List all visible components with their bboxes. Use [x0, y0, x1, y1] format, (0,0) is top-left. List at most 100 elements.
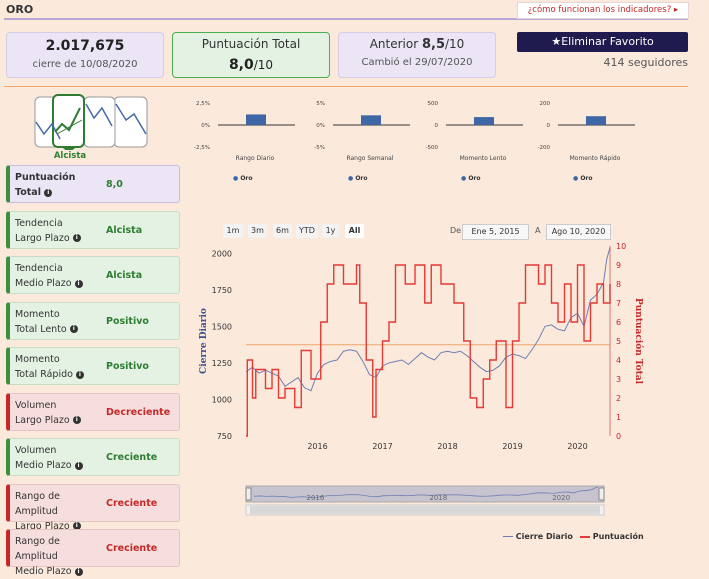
navigator-label: 2020: [552, 494, 570, 502]
price-date: cierre de 10/08/2020: [32, 59, 138, 70]
indicator-item[interactable]: Rango de Amplitud Medio Plazo i Creciente: [6, 529, 180, 577]
info-icon[interactable]: i: [72, 522, 81, 530]
trend-card-bg-4: [113, 96, 148, 148]
info-icon[interactable]: i: [74, 279, 83, 288]
mini-tick-label: -500: [426, 145, 439, 151]
trend-line-3: [85, 103, 113, 127]
y2-tick-label: 5: [616, 337, 621, 346]
navigator-label: 2016: [307, 494, 325, 502]
navigator-window[interactable]: [245, 485, 605, 503]
previous-label: Anterior: [369, 37, 419, 51]
indicator-label: Tendencia Medio Plazo i: [15, 261, 105, 291]
info-icon[interactable]: i: [72, 416, 81, 424]
y-tick-label: 750: [217, 432, 232, 441]
range-button-6m[interactable]: 6m: [273, 224, 292, 238]
mini-bar: [474, 117, 494, 125]
indicator-label-text: Total Lento: [15, 323, 70, 335]
indicator-item[interactable]: Rango de Amplitud Largo Plazo i Creciente: [6, 483, 180, 532]
legend-cierre[interactable]: Cierre Diario: [503, 532, 573, 541]
x-tick-label: 2016: [307, 442, 327, 451]
remove-favorite-button[interactable]: ★Eliminar Favorito: [517, 32, 688, 52]
info-icon[interactable]: i: [74, 567, 83, 576]
range-navigator[interactable]: 2016 2018 2020: [244, 484, 608, 518]
indicator-label-line1: Tendencia: [15, 263, 63, 274]
mini-legend[interactable]: ● Oro: [573, 175, 593, 182]
indicator-label-line2: Largo Plazo i: [15, 231, 105, 246]
info-icon[interactable]: i: [44, 188, 53, 197]
indicator-label-line2: Largo Plazo i: [15, 413, 105, 428]
price-value: 2.017,675: [45, 38, 125, 54]
indicator-item[interactable]: Volumen Medio Plazo i Creciente: [6, 438, 180, 476]
mini-legend[interactable]: ● Oro: [348, 175, 368, 182]
mini-legend-label: Oro: [355, 175, 368, 182]
indicator-item[interactable]: Tendencia Medio Plazo i Alcista: [6, 256, 180, 294]
y-axis-title: Cierre Diario: [199, 308, 209, 374]
indicator-item[interactable]: Volumen Largo Plazo i Decreciente: [6, 392, 180, 431]
info-icon[interactable]: i: [75, 370, 84, 379]
followers-count: 414 seguidores: [603, 56, 689, 69]
previous-suffix: /10: [445, 37, 465, 51]
mini-chart: 5% 0% -5%: [314, 101, 410, 151]
indicator-label-line2: Largo Plazo i: [15, 519, 105, 534]
y2-tick-label: 2: [616, 394, 621, 403]
indicator-item[interactable]: Puntuación Total i 8,0: [6, 165, 180, 203]
indicator-label-text: Largo Plazo: [15, 520, 73, 532]
mini-tick-label: 200: [540, 101, 551, 107]
y2-tick-label: 8: [616, 280, 621, 289]
mini-bar: [361, 115, 381, 125]
indicator-label-line1: Momento: [15, 308, 60, 320]
range-button-1y[interactable]: 1y: [322, 224, 339, 238]
navigator-handle-left[interactable]: [245, 487, 252, 501]
range-button-ytd[interactable]: YTD: [296, 224, 318, 238]
y2-tick-label: 1: [616, 413, 621, 422]
x-tick-label: 2017: [372, 442, 392, 451]
navigator-series: [253, 486, 599, 499]
indicator-label: Volumen Largo Plazo i: [15, 398, 105, 428]
range-button-1m[interactable]: 1m: [223, 224, 243, 238]
y2-tick-label: 9: [616, 261, 621, 270]
series-cierre-line: [245, 247, 611, 392]
from-label: De: [450, 226, 462, 235]
trend-label: Alcista: [53, 151, 87, 161]
indicator-item[interactable]: Momento Total Lento i Positivo: [6, 301, 180, 340]
mini-tick-label: -5%: [314, 145, 325, 151]
indicator-label-text: Total: [15, 187, 45, 198]
indicator-label-line1: Rango de Amplitud: [15, 536, 60, 562]
legend-dot-icon: ●: [348, 175, 356, 182]
indicator-label-line1: Puntuación: [15, 172, 76, 183]
indicator-item[interactable]: Momento Total Rápido i Positivo: [6, 347, 180, 385]
help-link[interactable]: ¿cómo funcionan los indicadores? ▸: [517, 2, 689, 19]
indicator-value: Positivo: [106, 315, 149, 327]
indicator-value: Alcista: [106, 270, 143, 281]
navigator-scroll-thumb[interactable]: [250, 506, 600, 514]
info-icon[interactable]: i: [74, 461, 83, 470]
legend-puntuacion[interactable]: Puntuación: [580, 532, 644, 541]
to-date-input[interactable]: Ago 10, 2020: [546, 224, 611, 240]
previous-value: 8,5: [421, 37, 445, 52]
range-button-all[interactable]: All: [345, 224, 364, 238]
indicator-label-line2: Total Lento i: [15, 322, 105, 337]
indicator-label: Rango de Amplitud Largo Plazo i: [15, 489, 105, 534]
from-date-input[interactable]: Ene 5, 2015: [462, 224, 529, 240]
help-link-label: ¿cómo funcionan los indicadores?: [527, 5, 672, 15]
indicator-label: Tendencia Largo Plazo i: [15, 216, 105, 246]
indicator-item[interactable]: Tendencia Largo Plazo i Alcista: [6, 210, 180, 249]
score-value: 8,0: [228, 57, 254, 73]
mini-tick-label: 5%: [316, 101, 325, 107]
mini-legend[interactable]: ● Oro: [233, 175, 253, 182]
indicator-value: Creciente: [106, 543, 158, 554]
info-icon[interactable]: i: [69, 325, 78, 333]
series-puntuacion-line: [246, 264, 611, 437]
to-label: A: [535, 226, 541, 235]
trend-line-arrow: [56, 119, 83, 135]
range-button-3m[interactable]: 3m: [248, 224, 267, 238]
indicator-label: Puntuación Total i: [15, 170, 105, 200]
indicator-label-text: Medio Plazo: [15, 278, 75, 289]
navigator-handle-right[interactable]: [598, 487, 605, 501]
section-divider: [4, 86, 688, 87]
info-icon[interactable]: i: [72, 234, 81, 242]
indicator-value: Creciente: [106, 497, 158, 509]
mini-legend[interactable]: ● Oro: [461, 175, 481, 182]
indicator-value: Positivo: [106, 361, 149, 372]
navigator-label: 2018: [429, 494, 447, 502]
